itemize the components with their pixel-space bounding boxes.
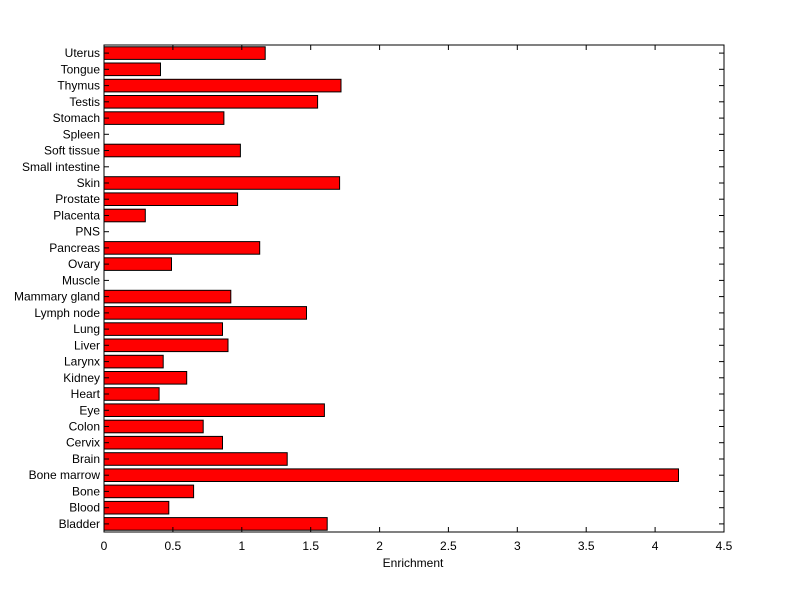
x-tick-labels-group: 0 0.5 1 1.5 2 2.5 3 3.5 4 4.5 [101,539,733,553]
category-label-cervix: Cervix [66,436,100,450]
x-tick-label: 2.5 [440,539,457,553]
category-label-testis: Testis [69,95,100,109]
category-label-stomach: Stomach [53,111,100,125]
category-label-pns: PNS [75,225,100,239]
category-label-kidney: Kidney [63,371,100,385]
x-tick-label: 1.5 [302,539,319,553]
category-label-colon: Colon [69,420,100,434]
category-label-small-intestine: Small intestine [22,160,100,174]
x-tick-label: 3 [514,539,521,553]
bar-eye [103,403,325,417]
bar-testis [103,95,319,109]
category-label-bone-marrow: Bone marrow [29,468,101,482]
bar-soft-tissue [103,143,241,158]
bar-heart [103,387,160,401]
bar-pancreas [103,241,261,255]
bar-thymus [103,78,342,93]
bar-mammary-gland [103,289,232,304]
category-label-mammary-gland: Mammary gland [14,290,100,304]
category-label-skin: Skin [77,176,100,190]
bar-tongue [103,62,161,77]
category-labels-group: Uterus Tongue Thymus Testis Stomach Spleen Sof… [14,46,101,531]
category-label-uterus: Uterus [65,46,100,60]
x-tick-label: 0 [101,539,108,553]
x-tick-label: 1 [238,539,245,553]
x-tick-label: 4.5 [716,539,733,553]
bar-bladder [103,517,328,531]
category-label-spleen: Spleen [63,127,100,141]
bar-placenta [103,208,146,223]
category-label-pancreas: Pancreas [49,241,100,255]
x-tick-label: 0.5 [165,539,182,553]
category-label-lymph-node: Lymph node [34,306,100,320]
plot-area [103,44,725,533]
category-label-blood: Blood [69,501,100,515]
category-label-tongue: Tongue [61,62,101,76]
category-label-placenta: Placenta [53,209,100,223]
bar-stomach [103,111,225,125]
category-label-heart: Heart [71,387,101,401]
bar-prostate [103,192,239,206]
bar-blood [103,500,170,515]
category-label-ovary: Ovary [68,257,100,271]
category-label-bone: Bone [72,484,100,498]
bar-kidney [103,371,188,385]
bar-liver [103,338,229,353]
category-label-soft-tissue: Soft tissue [44,144,100,158]
bar-bone [103,484,195,499]
x-tick-label: 4 [652,539,659,553]
bar-ovary [103,257,172,271]
ticks-group [103,45,725,532]
category-label-eye: Eye [79,403,100,417]
x-tick-label: 2 [376,539,383,553]
bar-lung [103,322,223,336]
category-label-lung: Lung [73,322,100,336]
bar-uterus [103,46,266,60]
bar-bone-marrow [103,468,679,482]
bar-colon [103,419,204,434]
category-label-larynx: Larynx [64,355,100,369]
category-label-liver: Liver [74,338,100,352]
category-label-prostate: Prostate [55,192,100,206]
x-tick-label: 3.5 [578,539,595,553]
category-label-bladder: Bladder [59,517,100,531]
x-axis-label: Enrichment [383,556,444,570]
bars-group [103,46,679,531]
bar-larynx [103,354,164,369]
bar-skin [103,176,341,190]
bar-cervix [103,435,223,450]
bar-brain [103,452,288,466]
bar-lymph-node [103,306,307,320]
category-label-muscle: Muscle [62,273,100,287]
category-label-brain: Brain [72,452,100,466]
category-label-thymus: Thymus [57,79,100,93]
